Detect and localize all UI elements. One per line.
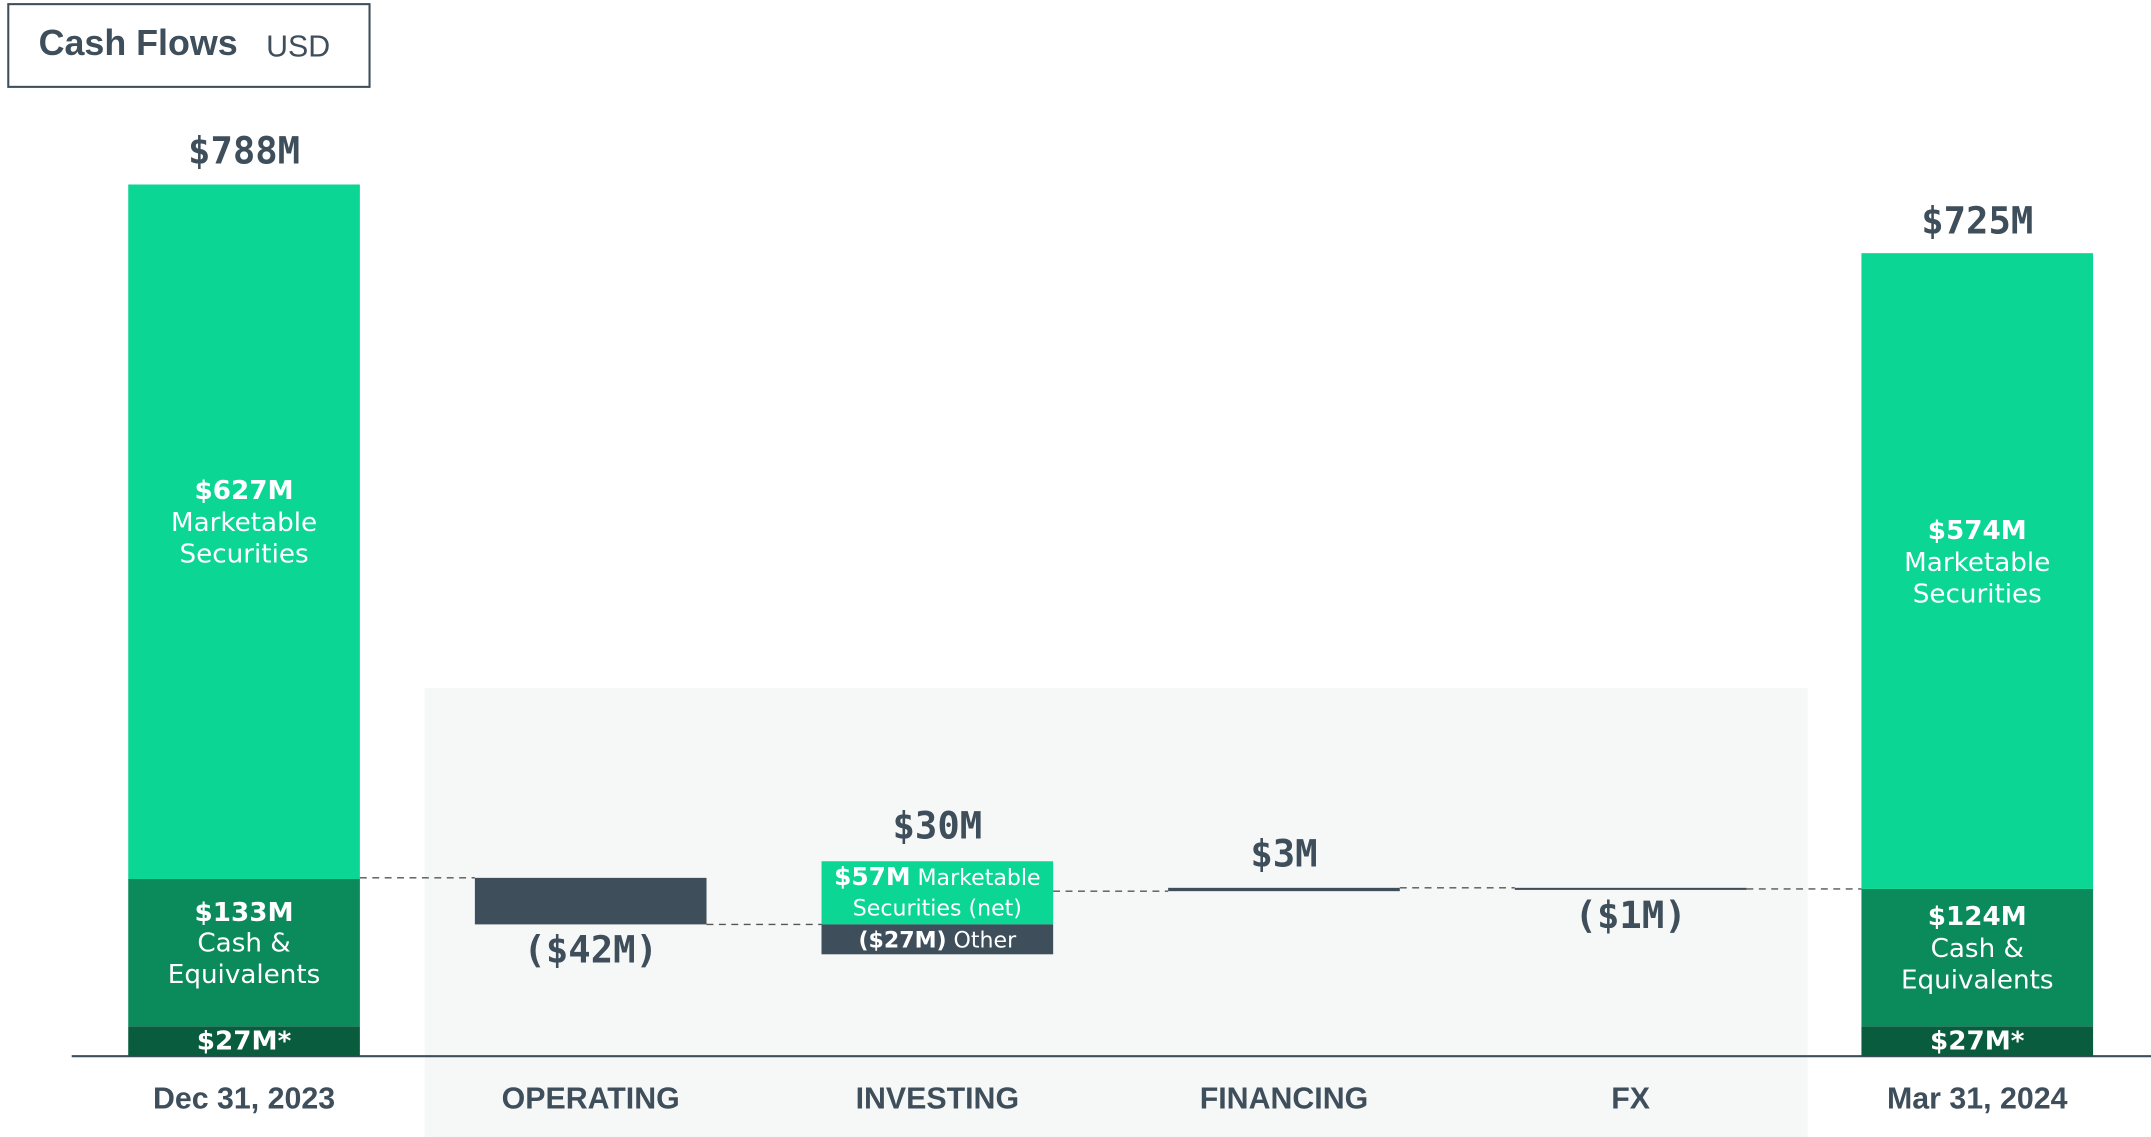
stack-segment: [128, 184, 360, 879]
step-bar: [474, 877, 707, 925]
label: Cash & Equivalents: [1900, 933, 2054, 996]
value-label: $3M: [1250, 832, 1317, 876]
unit-label: USD: [266, 30, 330, 63]
value-label: $30M: [893, 804, 983, 848]
stack-segment: [1861, 253, 2094, 889]
label: $124M: [1927, 902, 2027, 933]
segment-label-text: $133M Cash & Equivalents: [128, 879, 360, 1010]
label: Marketable Securities: [1904, 547, 2051, 609]
label: Cash & Equivalents: [167, 928, 321, 991]
label: $133M: [194, 897, 294, 928]
label: ($27M): [858, 926, 947, 953]
x-tick-label: Mar 31, 2024: [1887, 1082, 2068, 1115]
stack-segment: [128, 878, 360, 1027]
segment-label: $27M*: [128, 1026, 360, 1056]
x-tick-label: OPERATING: [502, 1082, 680, 1115]
total-label: $725M: [1921, 198, 2033, 242]
label: $627M: [194, 476, 294, 507]
label: Other: [953, 926, 1017, 953]
segment-label-text: $27M*: [1861, 1026, 2093, 1056]
label: $27M*: [196, 1026, 292, 1056]
value-label: ($1M): [1575, 893, 1687, 937]
label: Marketable Securities: [170, 507, 318, 570]
component-label: ($27M) Other: [822, 924, 1054, 954]
total-label: $788M: [188, 129, 300, 173]
segment-label-text: $574M Marketable Securities: [1861, 253, 2093, 872]
label: Marketable Securities (net): [852, 864, 1041, 921]
stack-segment: [1861, 1026, 2094, 1057]
x-tick-label: FX: [1611, 1082, 1650, 1115]
label: $27M*: [1930, 1026, 2025, 1056]
stack-segment: [128, 1026, 360, 1057]
segment-label-text: $27M*: [128, 1026, 360, 1056]
segment-label-text: $627M Marketable Securities: [128, 184, 360, 862]
chart-title: Cash Flows: [39, 23, 238, 63]
segment-label: $27M*: [1861, 1026, 2093, 1056]
component-bar: [821, 861, 1054, 925]
label: $574M: [1927, 515, 2027, 546]
component-bar: [821, 924, 1054, 955]
label: $57M: [834, 863, 911, 893]
step-bar: [1168, 887, 1400, 892]
x-tick-label: Dec 31, 2023: [153, 1082, 335, 1115]
x-tick-label: INVESTING: [856, 1082, 1019, 1115]
component-label-text: ($27M) Other: [822, 924, 1054, 954]
component-label: $57M Marketable Securities (net): [822, 861, 1054, 924]
step-bar: [1514, 887, 1747, 890]
x-tick-label: FINANCING: [1200, 1082, 1368, 1115]
segment-label-text: $124M Cash & Equivalents: [1861, 889, 2093, 1010]
stack-segment: [1861, 888, 2094, 1027]
value-label: ($42M): [523, 927, 657, 971]
component-label-text: $57M Marketable Securities (net): [822, 861, 1054, 924]
title-box: [7, 3, 371, 88]
